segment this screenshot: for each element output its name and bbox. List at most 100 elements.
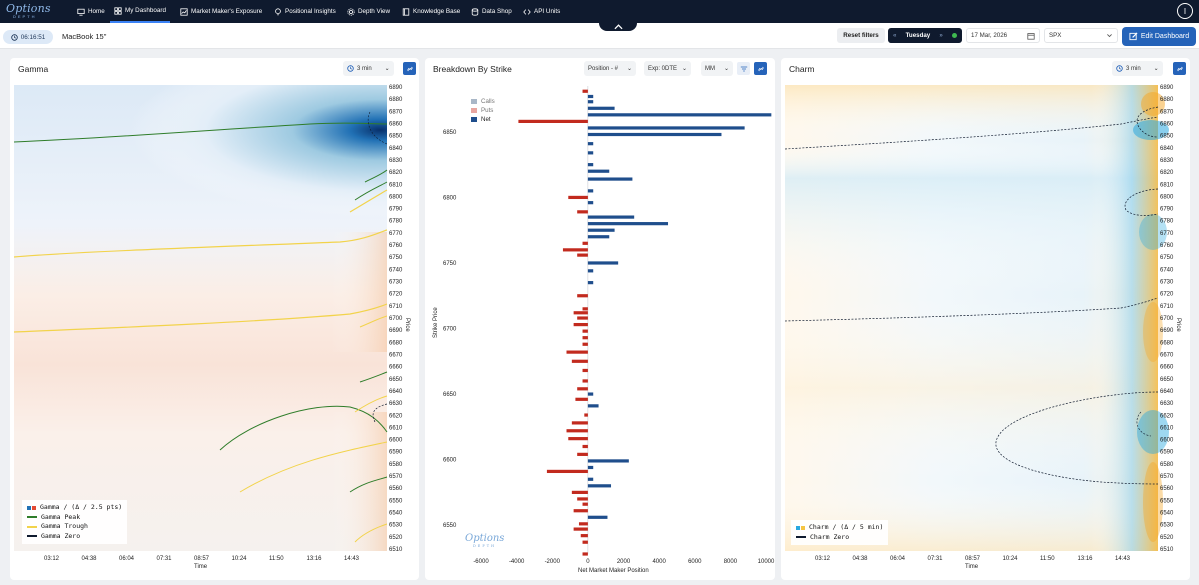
price-tick-label: 6700 — [389, 316, 403, 322]
collapse-nav-toggle[interactable] — [599, 23, 637, 31]
price-tick-label: 6670 — [389, 352, 403, 358]
symbol-select[interactable]: SPX — [1044, 28, 1118, 43]
chevron-down-icon: ⌄ — [681, 66, 687, 72]
nav-label: My Dashboard — [125, 7, 166, 14]
gamma-time-axis: 03:12 04:38 06:04 07:31 08:57 10:24 11:50 13:16… — [44, 556, 360, 562]
net-position-bar — [587, 515, 608, 519]
nav-knowledge-base[interactable]: Knowledge Base — [402, 0, 460, 23]
price-tick-label: 6850 — [1160, 134, 1174, 140]
net-position-bar — [587, 281, 594, 285]
legend-item: Gamma / (Δ / 2.5 pts) — [27, 503, 122, 513]
legend-label: Net — [481, 116, 491, 123]
price-tick-label: 6720 — [389, 292, 403, 298]
price-tick-label: 6630 — [389, 401, 403, 407]
link-button[interactable] — [403, 62, 416, 75]
legend-label: Puts — [481, 107, 494, 114]
nav-data-shop[interactable]: Data Shop — [471, 0, 512, 23]
y-axis-label: Strike Price — [433, 307, 439, 338]
time-tick-label: 13:16 — [307, 556, 323, 562]
nav-api-units[interactable]: API Units — [523, 0, 560, 23]
book-icon — [402, 7, 410, 16]
legend-item: Gamma Trough — [27, 522, 122, 532]
chevron-down-icon — [1107, 34, 1112, 38]
edit-dashboard-button[interactable]: Edit Dashboard — [1122, 27, 1196, 46]
device-label: MacBook 15" — [62, 32, 107, 41]
charm-heatmap: 6890 6880 6870 6860 6850 6840 6830 6820 6810 6800… — [784, 85, 1181, 570]
net-position-bar — [577, 210, 588, 214]
net-position-bar — [587, 269, 594, 273]
price-tick-label: 6650 — [389, 377, 403, 383]
net-position-bar — [587, 169, 610, 173]
day-label: Tuesday — [905, 32, 931, 39]
next-day-icon[interactable]: » — [939, 32, 943, 39]
price-tick-label: 6770 — [1160, 231, 1174, 237]
nav-label: Data Shop — [482, 8, 512, 15]
position-select[interactable]: Position - # ⌄ — [584, 61, 636, 76]
watermark-text: Options — [465, 533, 505, 544]
clock-icon — [1116, 65, 1123, 72]
clock-chip: 06:16:51 — [3, 30, 53, 44]
filter-button[interactable] — [737, 62, 750, 75]
expiration-select[interactable]: Exp: 0DTE ⌄ — [644, 61, 691, 76]
price-tick-label: 6820 — [1160, 170, 1174, 176]
nav-home[interactable]: Home — [77, 0, 105, 23]
net-position-bar — [582, 502, 588, 506]
price-tick-label: 6680 — [1160, 340, 1174, 346]
interval-select[interactable]: 3 min ⌄ — [1112, 61, 1163, 76]
nav-my-dashboard[interactable]: My Dashboard — [110, 0, 170, 23]
nav-depth-view[interactable]: Depth View — [347, 0, 390, 23]
day-selector[interactable]: « Tuesday » — [888, 28, 962, 43]
price-tick-label: 6710 — [1160, 304, 1174, 310]
nav-positional-insights[interactable]: Positional Insights — [274, 0, 336, 23]
charm-panel: Charm 3 min ⌄ — [781, 58, 1190, 580]
participant-select[interactable]: MM ⌄ — [701, 61, 733, 76]
interval-select[interactable]: 3 min ⌄ — [343, 61, 394, 76]
gamma-heatmap: 6890 6880 6870 6860 6850 6840 6830 6820 6810 6800… — [13, 85, 410, 570]
position-tick-label: 4000 — [652, 559, 666, 565]
price-tick-label: 6560 — [1160, 486, 1174, 492]
prev-day-icon[interactable]: « — [893, 32, 897, 39]
net-position-bar — [582, 307, 588, 311]
price-tick-label: 6860 — [1160, 121, 1174, 127]
legend-label: Gamma / (Δ / 2.5 pts) — [40, 503, 123, 511]
edit-label: Edit Dashboard — [1140, 33, 1190, 40]
date-picker[interactable]: 17 Mar, 2026 — [966, 28, 1040, 43]
options-depth-logo[interactable]: Options DEPTH — [6, 2, 51, 21]
price-tick-label: 6650 — [1160, 377, 1174, 383]
price-tick-label: 6550 — [389, 498, 403, 504]
time-tick-label: 06:04 — [890, 556, 906, 562]
nav-label: Home — [88, 8, 105, 15]
price-tick-label: 6880 — [389, 97, 403, 103]
clock-icon — [347, 65, 354, 72]
interval-value: 3 min — [1126, 65, 1141, 72]
code-icon — [523, 8, 531, 15]
time-tick-label: 04:38 — [82, 556, 98, 562]
net-position-bar — [566, 350, 588, 354]
net-position-bar — [587, 142, 594, 146]
link-button[interactable] — [754, 62, 767, 75]
time-tick-label: 14:43 — [1115, 556, 1131, 562]
net-position-bar — [577, 316, 588, 320]
nav-label: Market Maker's Exposure — [191, 8, 263, 15]
net-position-bar — [562, 248, 588, 252]
net-position-bar — [582, 342, 588, 346]
panel-title: Gamma — [18, 64, 49, 74]
link-button[interactable] — [1173, 62, 1186, 75]
price-tick-label: 6710 — [389, 304, 403, 310]
reset-filters-button[interactable]: Reset filters — [837, 28, 885, 43]
gear-icon — [347, 7, 355, 16]
time-tick-label: 11:50 — [1040, 556, 1055, 562]
link-icon — [758, 66, 763, 71]
net-position-bar — [582, 540, 588, 544]
breakdown-legend: Calls Puts Net — [471, 97, 495, 124]
net-position-bar — [587, 484, 612, 488]
net-position-bar — [566, 429, 588, 433]
position-tick-label: 2000 — [617, 559, 631, 565]
net-position-bar — [518, 119, 588, 123]
position-tick-label: -2000 — [545, 559, 561, 565]
user-avatar[interactable]: I — [1177, 3, 1193, 19]
price-tick-label: 6830 — [389, 158, 403, 164]
nav-market-makers-exposure[interactable]: Market Maker's Exposure — [180, 0, 262, 23]
price-tick-label: 6600 — [1160, 438, 1174, 444]
